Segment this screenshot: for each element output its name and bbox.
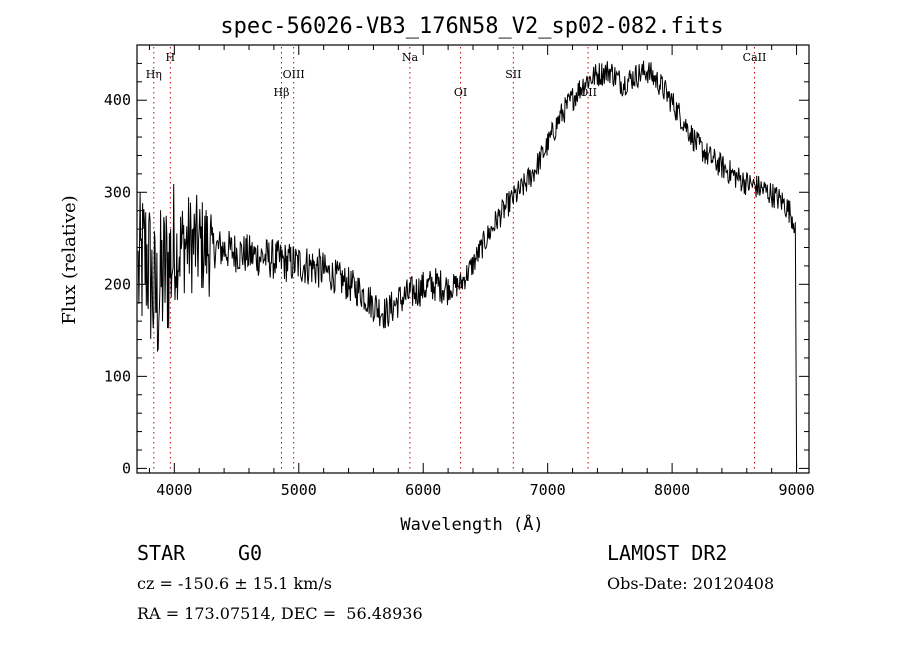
- x-tick-label: 9000: [778, 481, 814, 499]
- y-axis-label: Flux (relative): [59, 195, 80, 324]
- x-tick-label: 6000: [405, 481, 441, 499]
- line-marker-label: CaII: [743, 51, 767, 64]
- x-tick-label: 4000: [156, 481, 192, 499]
- line-marker-label: Hη: [146, 68, 162, 81]
- line-marker-label: SII: [505, 68, 521, 81]
- axis-tick-labels: 4000 5000 6000 7000 8000 9000 0 100 200 300 400: [104, 91, 815, 499]
- y-tick-label: 0: [122, 459, 131, 477]
- x-tick-label: 5000: [281, 481, 317, 499]
- x-axis-label: Wavelength (Å): [400, 513, 543, 535]
- y-tick-label: 100: [104, 367, 131, 385]
- line-marker-label: Na: [402, 51, 419, 64]
- y-tick-label: 400: [104, 91, 131, 109]
- line-marker-label: OIII: [283, 68, 305, 81]
- axis-ticks: [137, 45, 809, 473]
- survey-name: LAMOST DR2: [607, 541, 728, 565]
- line-marker-label: H: [166, 51, 176, 64]
- y-tick-label: 200: [104, 275, 131, 293]
- object-subclass: G0: [238, 541, 263, 565]
- spectrum-line: [137, 60, 798, 469]
- line-marker-label: Hβ: [274, 86, 290, 99]
- x-tick-label: 7000: [530, 481, 566, 499]
- object-type: STAR: [137, 541, 186, 565]
- chart-title: spec-56026-VB3_176N58_V2_sp02-082.fits: [220, 14, 723, 39]
- x-tick-label: 8000: [654, 481, 690, 499]
- y-tick-label: 300: [104, 183, 131, 201]
- redshift-value: cz = -150.6 ± 15.1 km/s: [137, 574, 332, 593]
- observation-date: Obs-Date: 20120408: [607, 574, 775, 593]
- line-marker-label: OI: [454, 86, 467, 99]
- coordinates: RA = 173.07514, DEC = 56.48936: [137, 604, 423, 623]
